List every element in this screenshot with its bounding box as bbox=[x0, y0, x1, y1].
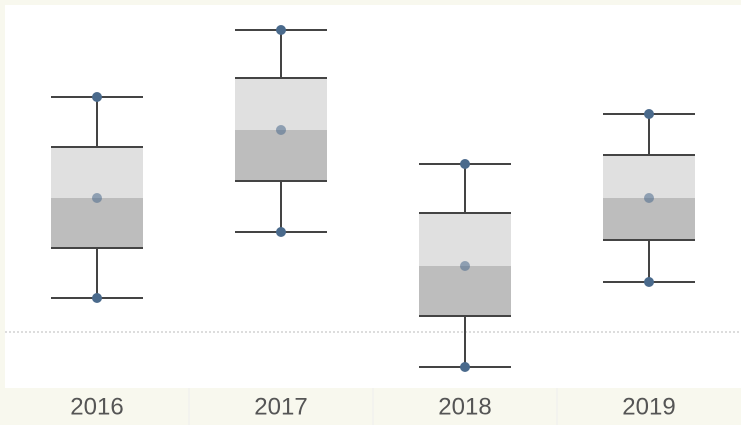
lower-box bbox=[419, 266, 511, 316]
median-marker bbox=[276, 125, 286, 135]
upper-box bbox=[235, 78, 327, 130]
x-tick-label: 2019 bbox=[622, 393, 675, 420]
upper-box bbox=[603, 155, 695, 198]
max-marker bbox=[276, 25, 286, 35]
median-marker bbox=[92, 193, 102, 203]
x-tick-label: 2018 bbox=[438, 393, 491, 420]
lower-box bbox=[603, 198, 695, 240]
max-marker bbox=[460, 159, 470, 169]
max-marker bbox=[92, 92, 102, 102]
min-marker bbox=[460, 362, 470, 372]
x-tick-label: 2016 bbox=[70, 393, 123, 420]
lower-box bbox=[235, 130, 327, 181]
min-marker bbox=[644, 277, 654, 287]
min-marker bbox=[276, 227, 286, 237]
x-tick-label: 2017 bbox=[254, 393, 307, 420]
upper-box bbox=[51, 147, 143, 198]
min-marker bbox=[92, 293, 102, 303]
upper-box bbox=[419, 213, 511, 266]
lower-box bbox=[51, 198, 143, 248]
max-marker bbox=[644, 109, 654, 119]
median-marker bbox=[460, 261, 470, 271]
median-marker bbox=[644, 193, 654, 203]
